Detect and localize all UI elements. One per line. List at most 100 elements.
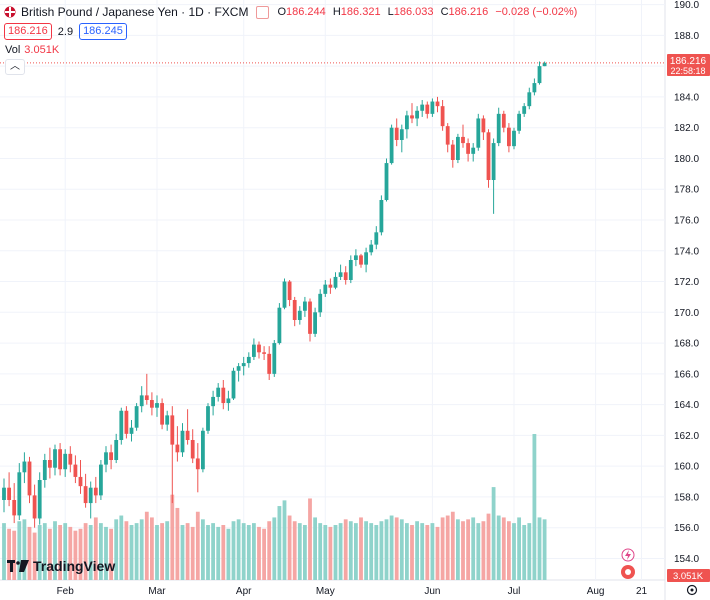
y-tick-label: 160.0 [674, 462, 699, 473]
tradingview-logo[interactable]: TradingView [7, 558, 115, 574]
volume-bar [83, 523, 88, 580]
market-status-icon[interactable] [256, 5, 270, 19]
volume-bar [537, 517, 542, 580]
candle [109, 444, 113, 470]
volume-bar [456, 519, 460, 580]
volume-bar [78, 528, 83, 580]
symbol-title[interactable]: British Pound / Japanese Yen · 1D · FXCM [21, 5, 249, 19]
x-tick-label: 21 [636, 586, 648, 597]
volume-legend-label: Vol [5, 44, 21, 56]
x-tick-label: Jul [508, 586, 521, 597]
candle [415, 106, 419, 127]
volume-bar [282, 500, 287, 580]
volume-bar [359, 517, 363, 580]
y-tick-label: 172.0 [674, 277, 699, 288]
y-tick-label: 190.0 [674, 0, 699, 11]
candle [471, 143, 476, 162]
y-tick-label: 164.0 [674, 400, 699, 411]
candle [435, 96, 440, 113]
candle [303, 296, 307, 317]
volume-bar [99, 523, 103, 580]
volume-bar [496, 515, 501, 580]
candle [486, 129, 491, 188]
candle [160, 398, 164, 430]
y-tick-label: 180.0 [674, 154, 699, 165]
candle [267, 346, 272, 380]
currency-flag-icon [4, 6, 16, 18]
lightning-icon[interactable] [621, 548, 635, 562]
candle [68, 446, 73, 473]
volume-bar [476, 523, 481, 580]
candle [430, 98, 435, 117]
volume-axis-value: 3.051K [673, 571, 704, 582]
candle [440, 100, 445, 131]
volume-bar [216, 526, 221, 580]
volume-bar [58, 525, 62, 580]
volume-bar [17, 521, 22, 580]
volume-bar [348, 521, 353, 580]
volume-bar [435, 526, 440, 580]
collapse-legend-button[interactable]: ︿ [5, 59, 25, 75]
volume-bar [328, 526, 333, 580]
buy-button[interactable]: 186.245 [79, 23, 127, 40]
candle [313, 307, 317, 337]
volume-bar [12, 530, 17, 580]
volume-bar [308, 498, 312, 580]
sell-button[interactable]: 186.216 [4, 23, 52, 40]
volume-bar [88, 525, 93, 580]
candle [246, 352, 251, 368]
candle [170, 406, 175, 504]
volume-bar [185, 523, 190, 580]
candle [512, 127, 516, 150]
volume-bar [129, 525, 134, 580]
volume-bar [155, 525, 159, 580]
candle [343, 266, 348, 285]
volume-bar [104, 526, 108, 580]
volume-bar [532, 434, 537, 580]
volume-bar [2, 523, 6, 580]
candle [410, 103, 414, 124]
candle [150, 392, 154, 416]
volume-bar [27, 526, 32, 580]
volume-bar [522, 525, 527, 580]
candle [134, 403, 139, 431]
volume-bar [374, 525, 379, 580]
tradingview-logo-text: TradingView [33, 558, 116, 574]
y-tick-label: 174.0 [674, 246, 699, 257]
candle [272, 340, 277, 377]
candle [496, 107, 501, 147]
candle [73, 455, 78, 484]
volume-bar [440, 517, 445, 580]
candle [445, 123, 450, 153]
y-tick-label: 182.0 [674, 123, 699, 134]
volume-bar [405, 523, 409, 580]
volume-bar [190, 526, 195, 580]
time-axis[interactable]: Feb Mar Apr May Jun Jul Aug 21 [57, 586, 648, 597]
volume-bar [450, 511, 455, 580]
candle [369, 240, 374, 256]
candle [211, 390, 215, 416]
candle [308, 298, 312, 342]
x-tick-label: May [316, 586, 335, 597]
candle [257, 341, 261, 359]
price-axis[interactable]: 154.0 156.0 158.0 160.0 162.0 164.0 166.0 168.0… [674, 0, 699, 565]
volume-legend: Vol 3.051K [5, 44, 59, 56]
y-tick-label: 162.0 [674, 431, 699, 442]
volume-bar [267, 521, 272, 580]
candle [144, 373, 149, 405]
price-label: 186.216 22:58:18 [667, 54, 710, 76]
event-marker-icon[interactable] [621, 565, 635, 579]
candle [522, 103, 527, 117]
ohlc-values: O186.244 H186.321 L186.033 C186.216 −0.0… [277, 6, 578, 18]
candle [501, 110, 506, 133]
volume-bar [93, 517, 98, 580]
volume-bar [491, 487, 496, 580]
x-tick-label: Apr [236, 586, 252, 597]
settings-icon[interactable] [686, 584, 698, 596]
volume-bar [430, 523, 435, 580]
volume-bar [48, 528, 52, 580]
candle [206, 403, 210, 434]
candle [537, 61, 542, 85]
candle [58, 443, 62, 476]
